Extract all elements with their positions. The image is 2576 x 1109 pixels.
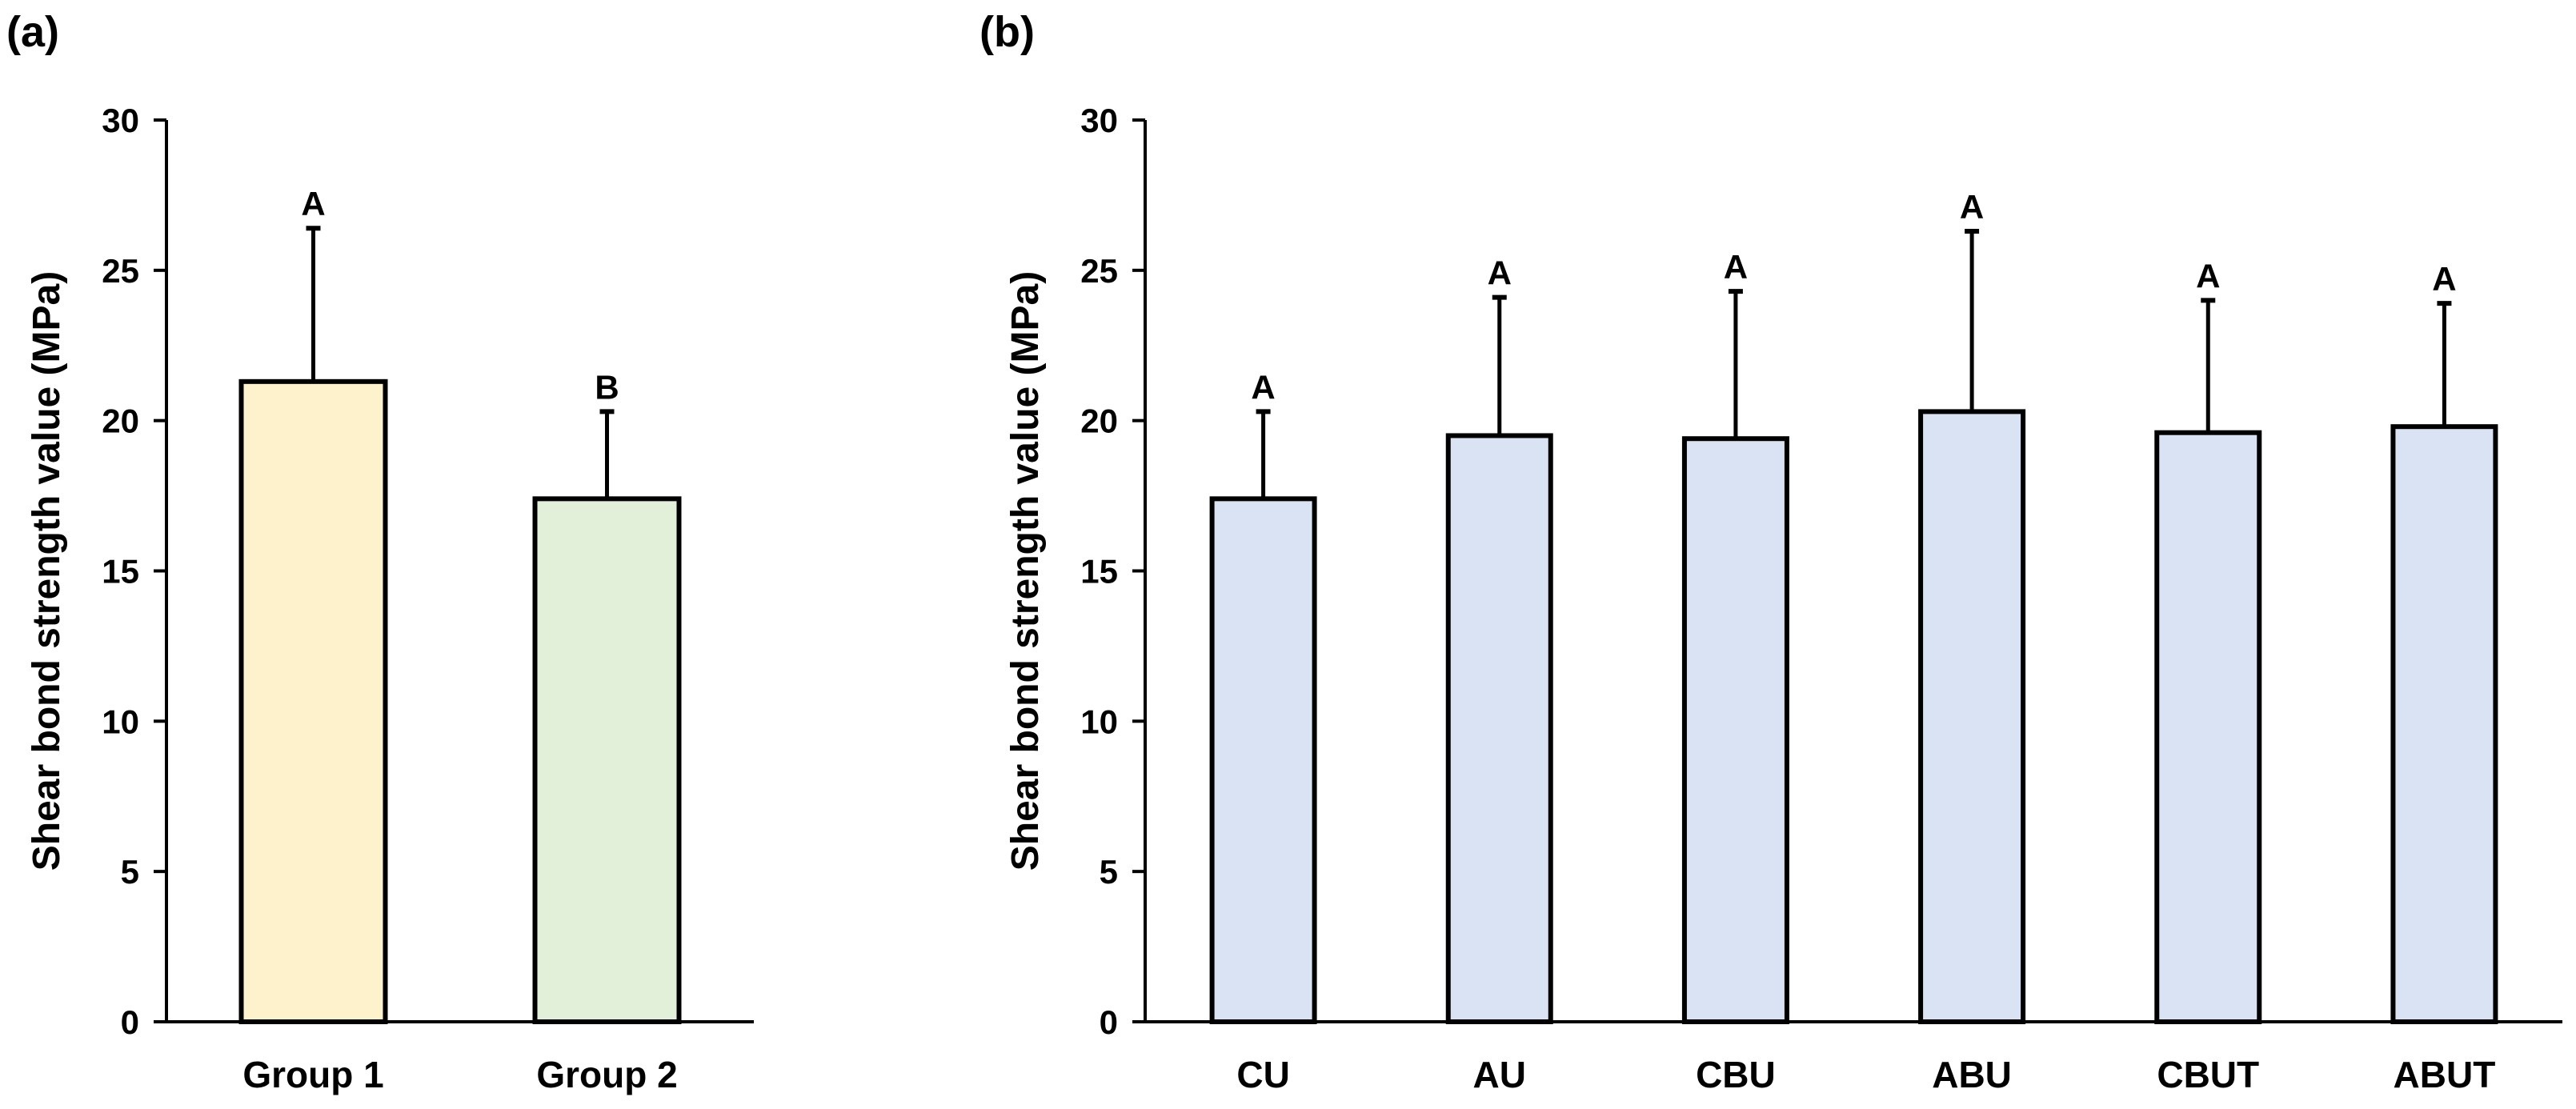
bar	[1209, 496, 1317, 1024]
y-axis-label: Shear bond strength value (MPa)	[26, 271, 68, 871]
y-tick-label: 25	[102, 252, 139, 290]
y-tick-label: 15	[1080, 553, 1118, 591]
y-tick-label: 15	[102, 553, 139, 591]
significance-label: A	[301, 185, 325, 222]
y-tick-label: 5	[1100, 853, 1118, 891]
y-tick-label: 30	[102, 102, 139, 139]
bar	[1918, 409, 2026, 1024]
panel-b-label: (b)	[980, 8, 1035, 56]
significance-label: A	[1251, 368, 1275, 406]
x-tick-label: CBUT	[2157, 1054, 2259, 1095]
significance-label: B	[595, 368, 619, 406]
y-tick-label: 0	[1100, 1003, 1118, 1041]
panel-a-label: (a)	[6, 8, 59, 56]
significance-label: A	[2432, 260, 2456, 298]
bar	[532, 496, 682, 1024]
chart-a: 0 5 10 15 20 25 30 Shear bond strength value (M…	[26, 102, 754, 1095]
y-axis-label: Shear bond strength value (MPa)	[1004, 271, 1047, 871]
y-tick-label: 10	[1080, 703, 1118, 740]
x-tick-label: Group 1	[242, 1054, 383, 1095]
bar	[1445, 433, 1553, 1024]
y-tick-label: 20	[102, 402, 139, 440]
chart-b: 0 5 10 15 20 25 30 Shear bond strength value (M…	[1004, 102, 2562, 1095]
x-tick-label: CU	[1236, 1054, 1289, 1095]
x-tick-label: ABU	[1932, 1054, 2012, 1095]
x-tick-label: AU	[1473, 1054, 1526, 1095]
y-tick-label: 25	[1080, 252, 1118, 290]
y-tick-label: 30	[1080, 102, 1118, 139]
significance-label: A	[1488, 254, 1512, 292]
x-tick-label: CBU	[1696, 1054, 1776, 1095]
significance-label: A	[1960, 188, 1984, 226]
y-tick-label: 0	[121, 1003, 139, 1041]
significance-label: A	[2196, 257, 2220, 294]
bar	[1681, 436, 1789, 1024]
bar	[2390, 424, 2498, 1024]
significance-label: A	[1724, 248, 1748, 286]
y-tick-label: 10	[102, 703, 139, 740]
x-tick-label: ABUT	[2394, 1054, 2496, 1095]
x-tick-label: Group 2	[536, 1054, 677, 1095]
y-tick-label: 20	[1080, 402, 1118, 440]
bar	[2154, 430, 2262, 1024]
y-tick-label: 5	[121, 853, 139, 891]
bar	[238, 378, 388, 1024]
